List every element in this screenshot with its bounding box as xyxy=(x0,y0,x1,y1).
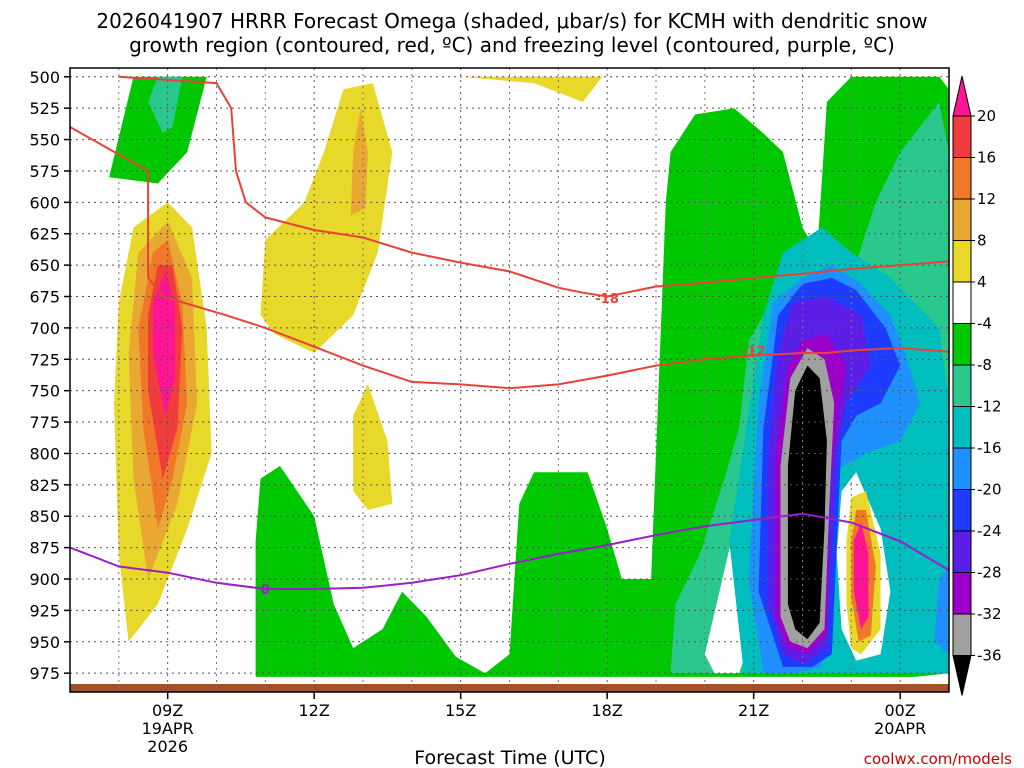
colorbar: 20 16 12 8 4 -4 -8 -12 -16 -20 -24 -28 -32 -36 xyxy=(952,75,1002,696)
colorbar-swatch-12 xyxy=(952,572,972,615)
colorbar-label-6: -8 xyxy=(977,356,992,374)
chart-title-line1: 2026041907 HRRR Forecast Omega (shaded, … xyxy=(96,9,927,33)
x-tick-date-09Z: 19APR xyxy=(142,719,194,738)
x-tick-label-21Z: 21Z xyxy=(738,701,769,720)
y-tick-label-950: 950 xyxy=(29,633,60,652)
dgz-contour-0 xyxy=(70,126,949,390)
colorbar-label-10: -24 xyxy=(977,522,1002,540)
y-tick-label-925: 925 xyxy=(29,601,60,620)
x-tick-label-12Z: 12Z xyxy=(299,701,330,720)
colorbar-swatch-6 xyxy=(952,323,972,366)
colorbar-bottom-arrow xyxy=(952,655,972,696)
colorbar-label-8: -16 xyxy=(977,439,1002,457)
plot-frame xyxy=(69,67,950,693)
y-tick-label-900: 900 xyxy=(29,570,60,589)
freezing-level-contour xyxy=(70,512,949,590)
colorbar-swatch-3 xyxy=(952,198,972,241)
chart-title-line2: growth region (contoured, red, ºC) and f… xyxy=(129,33,895,57)
y-tick-label-575: 575 xyxy=(29,162,60,181)
colorbar-label-7: -12 xyxy=(977,398,1002,416)
dgz-contour-1 xyxy=(118,75,949,298)
x-tick-year-09Z: 2026 xyxy=(147,737,188,756)
credit-text: coolwx.com/models xyxy=(864,750,1012,768)
colorbar-swatch-2 xyxy=(952,157,972,200)
y-tick-label-650: 650 xyxy=(29,256,60,275)
y-tick-label-775: 775 xyxy=(29,413,60,432)
colorbar-swatch-9 xyxy=(952,447,972,490)
colorbar-label-11: -28 xyxy=(977,564,1002,582)
colorbar-label-9: -20 xyxy=(977,481,1002,499)
y-tick-label-800: 800 xyxy=(29,444,60,463)
colorbar-label-13: -36 xyxy=(977,647,1002,665)
colorbar-label-5: -4 xyxy=(977,315,992,333)
y-tick-label-875: 875 xyxy=(29,539,60,558)
colorbar-label-1: 16 xyxy=(977,149,996,167)
colorbar-swatch-1 xyxy=(952,115,972,158)
freezing-level-contour-label: 0 xyxy=(261,583,270,598)
temperature-contours: -18-120 xyxy=(70,75,949,598)
y-tick-label-525: 525 xyxy=(29,99,60,118)
y-tick-label-700: 700 xyxy=(29,319,60,338)
colorbar-swatch-7 xyxy=(952,364,972,407)
omega-region-25 xyxy=(853,522,869,630)
omega-region-5 xyxy=(109,76,207,184)
omega-region-9 xyxy=(353,384,393,510)
colorbar-label-4: 4 xyxy=(977,273,987,291)
y-tick-label-625: 625 xyxy=(29,225,60,244)
y-tick-label-825: 825 xyxy=(29,476,60,495)
omega-shaded-regions xyxy=(109,76,949,677)
x-tick-label-00Z: 00Z xyxy=(885,701,916,720)
colorbar-top-arrow xyxy=(952,75,972,117)
colorbar-swatch-11 xyxy=(952,530,972,573)
y-axis: 500 525 550 575 600 625 650 675 700 725 750 775 800 8… xyxy=(29,68,70,683)
x-tick-date-00Z: 20APR xyxy=(874,719,926,738)
omega-region-6 xyxy=(148,76,183,134)
omega-region-7 xyxy=(260,83,393,353)
y-tick-label-725: 725 xyxy=(29,350,60,369)
colorbar-swatch-10 xyxy=(952,489,972,532)
x-tick-label-09Z: 09Z xyxy=(152,701,183,720)
omega-region-21 xyxy=(787,365,827,640)
colorbar-swatch-8 xyxy=(952,406,972,449)
dgz-contour-1-label: -12 xyxy=(742,344,766,359)
y-tick-label-675: 675 xyxy=(29,288,60,307)
x-tick-label-18Z: 18Z xyxy=(592,701,623,720)
colorbar-label-3: 8 xyxy=(977,232,987,250)
x-tick-label-15Z: 15Z xyxy=(445,701,476,720)
omega-region-10 xyxy=(460,76,603,102)
colorbar-label-12: -32 xyxy=(977,605,1002,623)
y-tick-label-750: 750 xyxy=(29,382,60,401)
y-tick-label-600: 600 xyxy=(29,193,60,212)
x-axis-title: Forecast Time (UTC) xyxy=(414,747,605,768)
omega-region-4 xyxy=(153,271,175,416)
y-tick-label-550: 550 xyxy=(29,131,60,150)
colorbar-label-0: 20 xyxy=(977,107,996,125)
colorbar-swatch-5 xyxy=(952,281,972,324)
colorbar-label-2: 12 xyxy=(977,190,996,208)
y-tick-label-850: 850 xyxy=(29,507,60,526)
colorbar-swatch-13 xyxy=(952,613,972,656)
y-tick-label-975: 975 xyxy=(29,664,60,683)
omega-region-8 xyxy=(350,108,368,215)
grid-lines xyxy=(70,68,949,692)
y-tick-label-500: 500 xyxy=(29,68,60,87)
colorbar-swatch-4 xyxy=(952,240,972,283)
